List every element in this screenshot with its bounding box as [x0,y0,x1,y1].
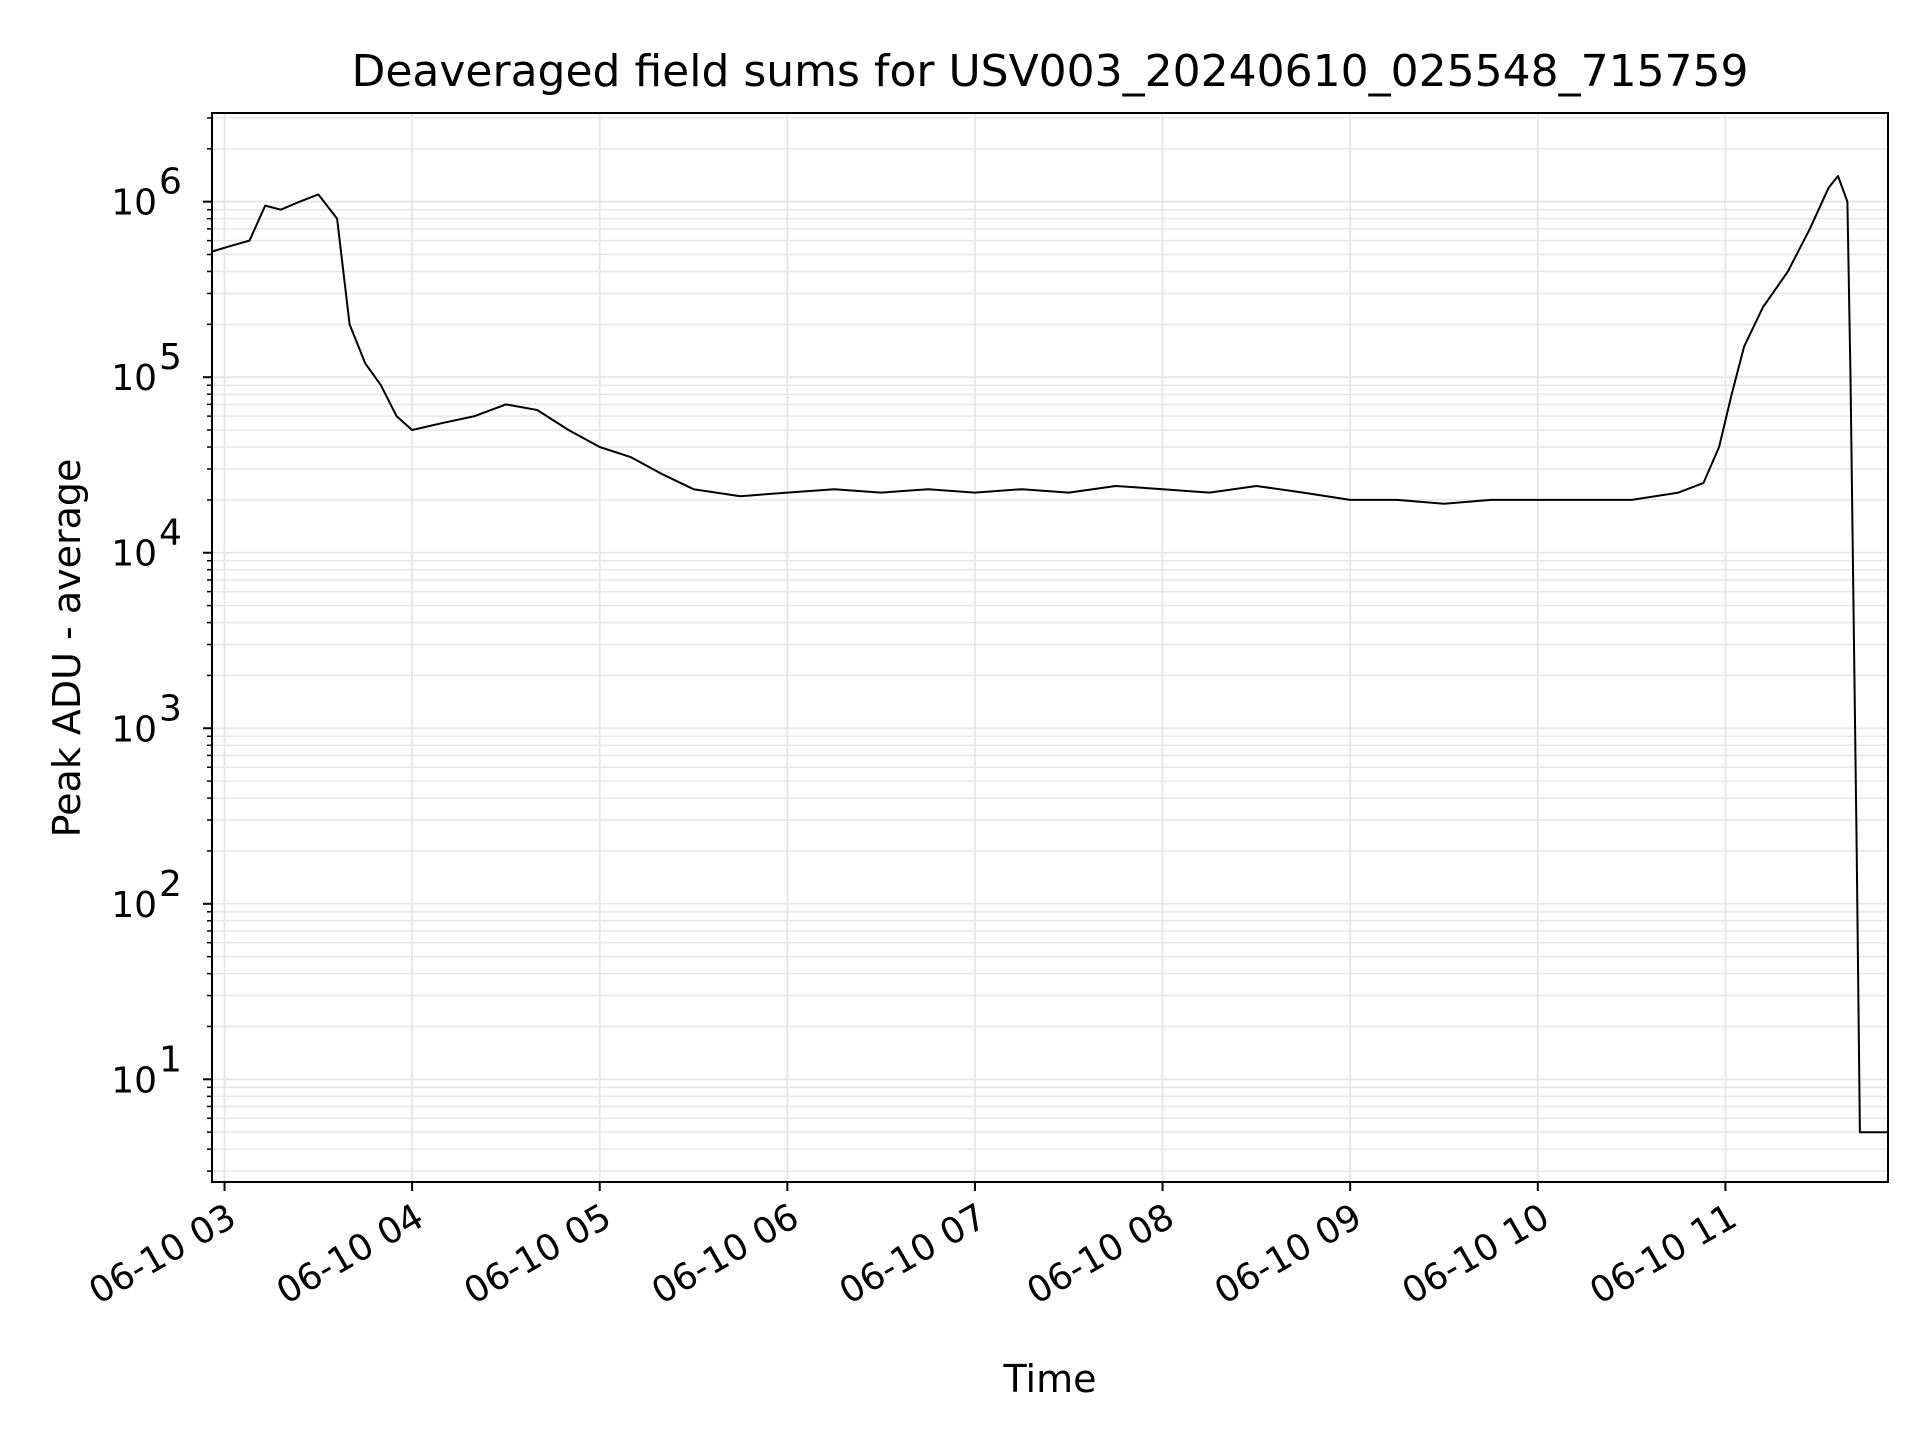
y-tick-label: 10 [111,358,157,399]
y-tick-exponent: 2 [159,864,182,905]
x-axis-label: Time [1003,1357,1097,1401]
y-tick-label: 10 [111,183,157,224]
y-tick-exponent: 4 [159,513,182,554]
y-tick-exponent: 3 [159,688,182,729]
y-tick-exponent: 6 [159,162,182,203]
plot-frame [211,112,1889,1183]
y-tick-label: 10 [111,1060,157,1101]
data-series-line [211,175,1888,1134]
grid-layer [212,113,1888,1182]
chart-title: Deaveraged field sums for USV003_2024061… [351,46,1748,97]
y-axis-label: Peak ADU - average [45,459,89,838]
y-tick-label: 10 [111,709,157,750]
series-layer [211,175,1888,1134]
y-tick-exponent: 5 [159,337,182,378]
y-tick-label: 10 [111,534,157,575]
y-tick-label: 10 [111,885,157,926]
y-tick-exponent: 1 [159,1039,182,1080]
